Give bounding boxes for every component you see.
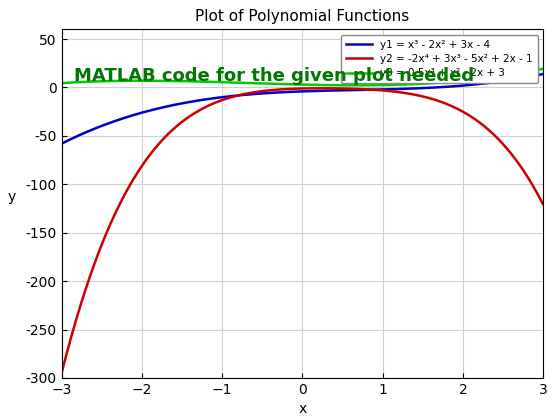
Line: y1 = x³ - 2x² + 3x - 4: y1 = x³ - 2x² + 3x - 4 — [62, 74, 543, 144]
y3 = 0.5x³ + x² - 2x + 3 — [540, 66, 547, 71]
Legend: y1 = x³ - 2x² + 3x - 4, y2 = -2x⁴ + 3x³ - 5x² + 2x - 1, y3 = 0.5x³ + x² - 2x + 3: y1 = x³ - 2x² + 3x - 4, y2 = -2x⁴ + 3x³ … — [340, 34, 538, 83]
y3 = 0.5x³ + x² - 2x + 3 — [443, 80, 450, 85]
Text: MATLAB code for the given plot needed: MATLAB code for the given plot needed — [74, 67, 474, 85]
Line: y3 = 0.5x³ + x² - 2x + 3: y3 = 0.5x³ + x² - 2x + 3 — [62, 68, 543, 85]
y2 = -2x⁴ + 3x³ - 5x² + 2x - 1 — [540, 202, 547, 207]
y3 = 0.5x³ + x² - 2x + 3 — [108, 79, 114, 84]
y1 = x³ - 2x² + 3x - 4 — [442, 84, 449, 89]
y3 = 0.5x³ + x² - 2x + 3 — [389, 82, 396, 87]
y2 = -2x⁴ + 3x³ - 5x² + 2x - 1 — [443, 101, 450, 106]
y2 = -2x⁴ + 3x³ - 5x² + 2x - 1 — [319, 86, 325, 91]
Title: Plot of Polynomial Functions: Plot of Polynomial Functions — [195, 9, 409, 24]
y1 = x³ - 2x² + 3x - 4 — [58, 141, 65, 146]
y1 = x³ - 2x² + 3x - 4 — [253, 91, 260, 96]
y1 = x³ - 2x² + 3x - 4 — [108, 120, 114, 125]
y3 = 0.5x³ + x² - 2x + 3 — [352, 83, 359, 88]
Y-axis label: y: y — [7, 190, 16, 204]
y1 = x³ - 2x² + 3x - 4 — [389, 87, 396, 92]
Line: y2 = -2x⁴ + 3x³ - 5x² + 2x - 1: y2 = -2x⁴ + 3x³ - 5x² + 2x - 1 — [62, 88, 543, 373]
y2 = -2x⁴ + 3x³ - 5x² + 2x - 1 — [253, 89, 260, 94]
y1 = x³ - 2x² + 3x - 4 — [434, 85, 441, 90]
y2 = -2x⁴ + 3x³ - 5x² + 2x - 1 — [434, 98, 441, 103]
X-axis label: x: x — [298, 402, 306, 416]
y2 = -2x⁴ + 3x³ - 5x² + 2x - 1 — [58, 370, 65, 375]
y1 = x³ - 2x² + 3x - 4 — [540, 71, 547, 76]
y2 = -2x⁴ + 3x³ - 5x² + 2x - 1 — [389, 89, 396, 94]
y3 = 0.5x³ + x² - 2x + 3 — [434, 80, 441, 85]
y2 = -2x⁴ + 3x³ - 5x² + 2x - 1 — [270, 87, 277, 92]
y3 = 0.5x³ + x² - 2x + 3 — [253, 81, 260, 86]
y3 = 0.5x³ + x² - 2x + 3 — [58, 81, 65, 86]
y3 = 0.5x³ + x² - 2x + 3 — [270, 81, 277, 87]
y2 = -2x⁴ + 3x³ - 5x² + 2x - 1 — [108, 220, 114, 226]
y1 = x³ - 2x² + 3x - 4 — [270, 90, 277, 95]
